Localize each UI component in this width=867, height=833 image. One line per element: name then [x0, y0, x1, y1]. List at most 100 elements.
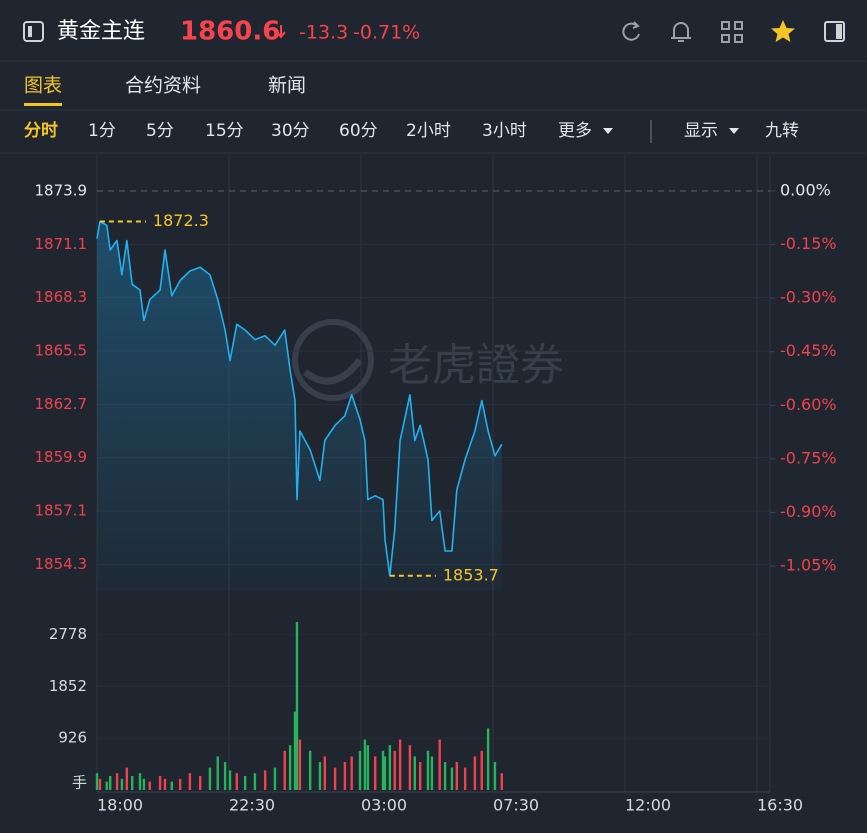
volume-bar	[216, 756, 219, 790]
watermark: 老虎證券	[292, 319, 564, 401]
volume-bar	[413, 756, 416, 790]
sidebar-icon-bar	[28, 26, 32, 37]
volume-bar	[95, 773, 99, 790]
volume-bar	[323, 756, 327, 790]
header: 黄金主连 1860.6 -13.3 -0.71%	[23, 17, 845, 47]
bell-icon[interactable]	[671, 22, 691, 42]
volume-bar	[228, 770, 232, 790]
volume-bar	[358, 750, 362, 790]
volume-bar	[398, 739, 402, 790]
period-option[interactable]: 30分	[271, 121, 310, 141]
period-option[interactable]: 3小时	[482, 121, 527, 141]
volume-bar	[283, 750, 286, 790]
volume-bar	[388, 745, 392, 790]
sidebar-icon[interactable]	[23, 21, 44, 42]
extreme-label: 1872.3	[153, 211, 209, 230]
x-tick-label: 18:00	[97, 796, 143, 815]
volume-bar	[430, 756, 434, 790]
volume-bar	[98, 778, 102, 790]
tab[interactable]: 合约资料	[125, 75, 201, 97]
more-menu[interactable]: 更多	[558, 121, 592, 141]
period-option[interactable]: 15分	[205, 121, 244, 141]
volume-bar	[418, 762, 422, 790]
volume-bar	[223, 762, 227, 790]
period-option[interactable]: 5分	[146, 121, 174, 141]
refresh-icon[interactable]	[622, 22, 640, 41]
y-tick-label: 1859.9	[35, 448, 88, 466]
price-area	[97, 221, 502, 591]
volume-bar	[438, 739, 441, 790]
x-tick-label: 22:30	[229, 796, 275, 815]
period-option[interactable]: 1分	[88, 121, 116, 141]
price-change: -13.3	[299, 22, 348, 44]
dropdown-caret	[729, 128, 739, 134]
refresh-arrow	[632, 21, 640, 29]
display-menu[interactable]: 显示	[684, 121, 718, 141]
volume-bar	[109, 776, 112, 790]
nine-turn[interactable]: 九转	[765, 121, 799, 141]
y2-tick-label: -1.05%	[780, 556, 837, 575]
period-option[interactable]: 分时	[24, 121, 58, 141]
y-tick-label: 1873.9	[35, 182, 88, 200]
grid-icon[interactable]	[721, 21, 743, 43]
volume-bar	[408, 745, 412, 790]
tab[interactable]: 新闻	[268, 75, 306, 97]
volume-bar	[142, 778, 146, 790]
volume-bar	[198, 776, 202, 790]
volume-bar	[125, 767, 129, 790]
volume-bar	[480, 750, 483, 790]
y2-tick-label: -0.45%	[780, 341, 837, 360]
period-option[interactable]: 2小时	[406, 121, 451, 141]
y-tick-label: 1862.7	[35, 395, 88, 413]
volume-bar	[208, 767, 212, 790]
volume-bar	[235, 773, 239, 790]
volume-bar	[148, 781, 151, 790]
x-tick-label: 03:00	[361, 796, 407, 815]
volume-bar	[450, 767, 454, 790]
y-tick-label: 1871.1	[35, 235, 88, 253]
tab[interactable]: 图表	[24, 75, 62, 97]
favorite-star[interactable]	[771, 20, 795, 42]
volume-bar	[318, 762, 322, 790]
volume-bar	[381, 750, 385, 790]
volume-bar	[253, 773, 257, 790]
x-tick-label: 16:30	[757, 796, 803, 815]
volume-bar	[333, 767, 337, 790]
x-tick-label: 07:30	[493, 796, 539, 815]
y2-tick-label: 0.00%	[780, 181, 831, 200]
volume-bar	[120, 778, 124, 790]
price-line	[96, 220, 503, 577]
instrument-title: 黄金主连	[57, 19, 145, 44]
volume-bar	[170, 781, 173, 790]
volume-bar	[273, 767, 277, 790]
y-tick-label: 1865.5	[35, 342, 88, 360]
volume-bar	[363, 739, 367, 790]
volume-bar	[188, 773, 192, 790]
volume-bar	[366, 745, 370, 790]
volume-bar	[158, 776, 162, 790]
volume-bar	[486, 728, 490, 790]
volume-tick-label: 2778	[49, 625, 87, 643]
volume-bar	[426, 750, 430, 790]
volume-bar	[163, 778, 167, 790]
panel-icon-bar	[836, 24, 842, 39]
volume-bar	[243, 776, 247, 790]
volume-bar	[493, 762, 497, 790]
y2-tick-label: -0.90%	[780, 502, 837, 521]
volume-bar	[138, 773, 142, 790]
volume-bar	[373, 756, 377, 790]
volume-bar	[288, 745, 292, 790]
volume-bar	[473, 756, 477, 790]
volume-bar	[293, 711, 297, 790]
volume-tick-label: 1852	[49, 677, 87, 695]
y2-tick-label: -0.75%	[780, 448, 837, 467]
volume-bar	[105, 781, 108, 790]
period-option[interactable]: 60分	[339, 121, 378, 141]
volume-bar	[383, 756, 387, 790]
y2-tick-label: -0.30%	[780, 288, 837, 307]
volume-unit: 手	[72, 774, 87, 792]
volume-bar	[178, 778, 182, 790]
panel-icon[interactable]	[824, 21, 845, 42]
dropdown-caret	[603, 128, 613, 134]
